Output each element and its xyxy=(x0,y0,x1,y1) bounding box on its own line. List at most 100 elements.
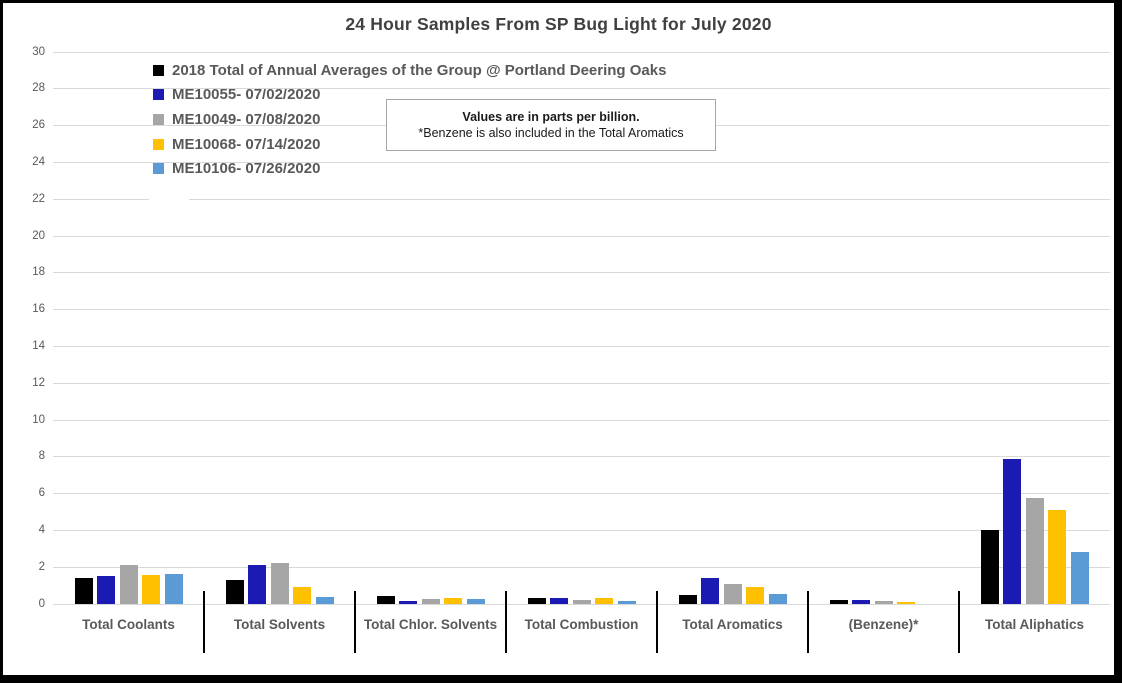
y-axis-tick-6: 6 xyxy=(38,487,45,500)
gridline-y12 xyxy=(53,382,1110,384)
category-label: Total Aliphatics xyxy=(984,617,1084,632)
legend-label: ME10106- 07/26/2020 xyxy=(172,160,321,178)
category-divider xyxy=(354,591,356,653)
legend-label: ME10049- 07/08/2020 xyxy=(172,110,321,128)
y-axis-tick-8: 8 xyxy=(38,450,45,463)
bar-total-coolants-s1 xyxy=(97,576,115,604)
y-axis-tick-28: 28 xyxy=(32,82,45,95)
category-divider xyxy=(807,591,809,653)
gridline-y18 xyxy=(53,272,1110,274)
gridline-y30 xyxy=(53,51,1110,53)
bar-total-chlor-solvents-s3 xyxy=(444,598,462,604)
gridline-y2 xyxy=(53,566,1110,568)
bar-total-combustion-s3 xyxy=(595,598,613,604)
note-units-text: Values are in parts per billion. xyxy=(462,110,640,124)
y-axis-tick-16: 16 xyxy=(32,303,45,316)
bar-total-aromatics-s1 xyxy=(701,578,719,604)
bar--benzene--s1 xyxy=(852,600,870,604)
gridline-y28 xyxy=(53,88,1110,90)
bar-total-combustion-s2 xyxy=(572,600,591,604)
legend-label: ME10055- 07/02/2020 xyxy=(172,86,321,104)
legend-swatch-icon xyxy=(153,113,164,125)
bar-total-chlor-solvents-s0 xyxy=(376,595,395,604)
y-axis-tick-0: 0 xyxy=(38,597,45,610)
bar--benzene--s2 xyxy=(874,601,893,604)
y-axis-tick-10: 10 xyxy=(32,413,45,426)
bar-total-aliphatics-s1 xyxy=(1003,458,1021,604)
bar-total-aliphatics-s2 xyxy=(1025,498,1044,604)
bar-total-chlor-solvents-s4 xyxy=(466,599,485,604)
bar-total-solvents-s4 xyxy=(315,596,334,604)
legend-swatch-icon xyxy=(153,89,164,101)
legend-label: 2018 Total of Annual Averages of the Gro… xyxy=(172,61,667,79)
chart-legend: 2018 Total of Annual Averages of the Gro… xyxy=(153,58,666,181)
bar-total-aromatics-s4 xyxy=(768,593,787,604)
bar-total-aromatics-s3 xyxy=(746,587,764,604)
chart-title: 24 Hour Samples From SP Bug Light for Ju… xyxy=(345,14,772,34)
note-box: Values are in parts per billion. *Benzen… xyxy=(386,99,716,151)
category-label: Total Combustion xyxy=(524,617,639,632)
y-axis-tick-2: 2 xyxy=(38,560,45,573)
bar-total-combustion-s1 xyxy=(550,598,568,604)
y-axis-tick-26: 26 xyxy=(32,119,45,132)
bar-total-solvents-s2 xyxy=(270,562,289,604)
blank-textbox-artifact xyxy=(149,187,189,207)
gridline-y16 xyxy=(53,309,1110,311)
bar-total-combustion-s4 xyxy=(617,601,636,604)
category-divider xyxy=(203,591,205,653)
y-axis-tick-4: 4 xyxy=(38,523,45,536)
bar--benzene--s0 xyxy=(829,600,848,604)
bar-total-aliphatics-s0 xyxy=(980,530,999,604)
y-axis-tick-14: 14 xyxy=(32,339,45,352)
y-axis-tick-12: 12 xyxy=(32,376,45,389)
bar-total-solvents-s3 xyxy=(293,586,311,604)
legend-item: ME10055- 07/02/2020 xyxy=(153,83,666,108)
legend-swatch-icon xyxy=(153,163,164,175)
bar-total-solvents-s1 xyxy=(248,565,266,604)
category-divider xyxy=(958,591,960,653)
legend-item: 2018 Total of Annual Averages of the Gro… xyxy=(153,58,666,83)
bar-total-coolants-s3 xyxy=(142,574,160,604)
note-benzene-text: *Benzene is also included in the Total A… xyxy=(418,126,684,140)
legend-swatch-icon xyxy=(153,138,164,150)
gridline-y14 xyxy=(53,345,1110,347)
category-divider xyxy=(505,591,507,653)
y-axis-tick-20: 20 xyxy=(32,229,45,242)
bar-total-solvents-s0 xyxy=(225,580,244,604)
gridline-y0 xyxy=(53,603,1110,605)
y-axis-tick-22: 22 xyxy=(32,192,45,205)
y-axis-tick-30: 30 xyxy=(32,45,45,58)
gridline-y4 xyxy=(53,529,1110,531)
legend-item: ME10049- 07/08/2020 xyxy=(153,107,666,132)
gridline-y10 xyxy=(53,419,1110,421)
bar-total-combustion-s0 xyxy=(527,598,546,604)
gridline-y6 xyxy=(53,493,1110,495)
bar-total-coolants-s0 xyxy=(74,578,93,604)
gridline-y8 xyxy=(53,456,1110,458)
category-label: Total Solvents xyxy=(233,617,326,632)
gridline-y24 xyxy=(53,161,1110,163)
legend-label: ME10068- 07/14/2020 xyxy=(172,135,321,153)
y-axis-tick-24: 24 xyxy=(32,155,45,168)
bar-total-aromatics-s0 xyxy=(678,594,697,604)
category-label: Total Coolants xyxy=(82,617,175,632)
bar-total-aliphatics-s4 xyxy=(1070,552,1089,604)
category-label: Total Aromatics xyxy=(682,617,783,632)
bar-total-aliphatics-s3 xyxy=(1048,510,1066,604)
gridline-y22 xyxy=(53,198,1110,200)
category-label: Total Chlor. Solvents xyxy=(363,617,498,632)
bar-total-aromatics-s2 xyxy=(723,583,742,604)
bar--benzene--s3 xyxy=(897,602,915,604)
legend-item: ME10068- 07/14/2020 xyxy=(153,132,666,157)
legend-item: ME10106- 07/26/2020 xyxy=(153,156,666,181)
category-label: (Benzene)* xyxy=(848,617,919,632)
y-axis-tick-18: 18 xyxy=(32,266,45,279)
gridline-y20 xyxy=(53,235,1110,237)
bar-total-coolants-s4 xyxy=(164,573,183,604)
category-divider xyxy=(656,591,658,653)
bar-total-chlor-solvents-s1 xyxy=(399,601,417,604)
bar-total-chlor-solvents-s2 xyxy=(421,599,440,604)
bar-total-coolants-s2 xyxy=(119,565,138,604)
legend-swatch-icon xyxy=(153,64,164,76)
